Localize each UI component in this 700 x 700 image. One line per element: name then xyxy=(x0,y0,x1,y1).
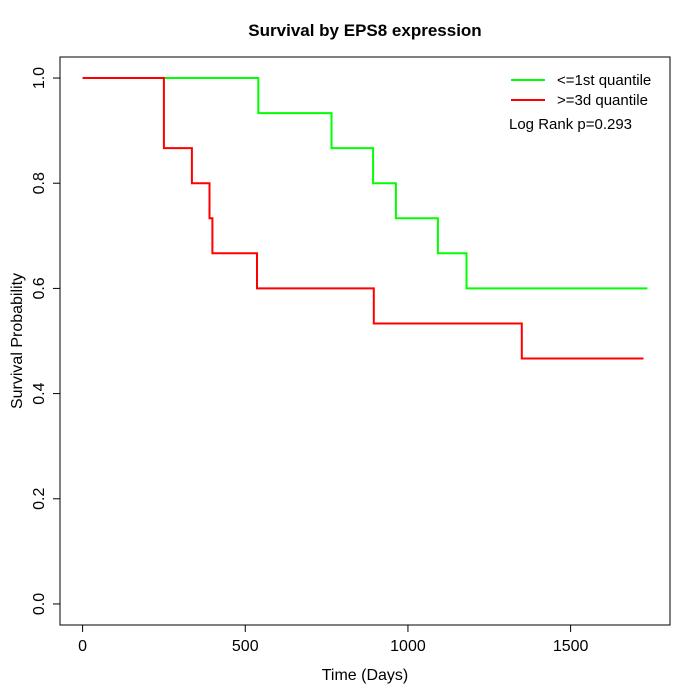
y-tick-label: 0.4 xyxy=(31,382,48,404)
legend: <=1st quantile >=3d quantile Log Rank p=… xyxy=(509,72,651,133)
survival-curve-high-expression xyxy=(82,77,644,360)
y-tick-label: 0.6 xyxy=(31,277,48,299)
plot-box xyxy=(59,56,671,626)
x-tick-label: 500 xyxy=(232,638,259,655)
survival-curve-low-expression xyxy=(82,77,648,290)
legend-label-first-quantile: <=1st quantile xyxy=(557,72,651,89)
y-tick-label: 0.2 xyxy=(31,488,48,510)
x-tick-label: 1000 xyxy=(390,638,426,655)
y-tick-label: 0.0 xyxy=(31,593,48,615)
x-axis-label: Time (Days) xyxy=(322,667,409,684)
log-rank-annotation: Log Rank p=0.293 xyxy=(509,116,632,133)
y-tick-label: 1.0 xyxy=(31,67,48,89)
legend-label-third-quantile: >=3d quantile xyxy=(557,92,648,109)
survival-curves xyxy=(82,77,648,360)
chart-title: Survival by EPS8 expression xyxy=(248,21,481,40)
y-tick-label: 0.8 xyxy=(31,172,48,194)
x-tick-label: 1500 xyxy=(553,638,589,655)
x-tick-label: 0 xyxy=(78,638,87,655)
y-axis: 0.0 0.2 0.4 0.6 0.8 1.0 xyxy=(31,67,60,615)
x-axis: 0 500 1000 1500 xyxy=(78,625,589,655)
y-axis-label: Survival Probability xyxy=(9,273,26,409)
